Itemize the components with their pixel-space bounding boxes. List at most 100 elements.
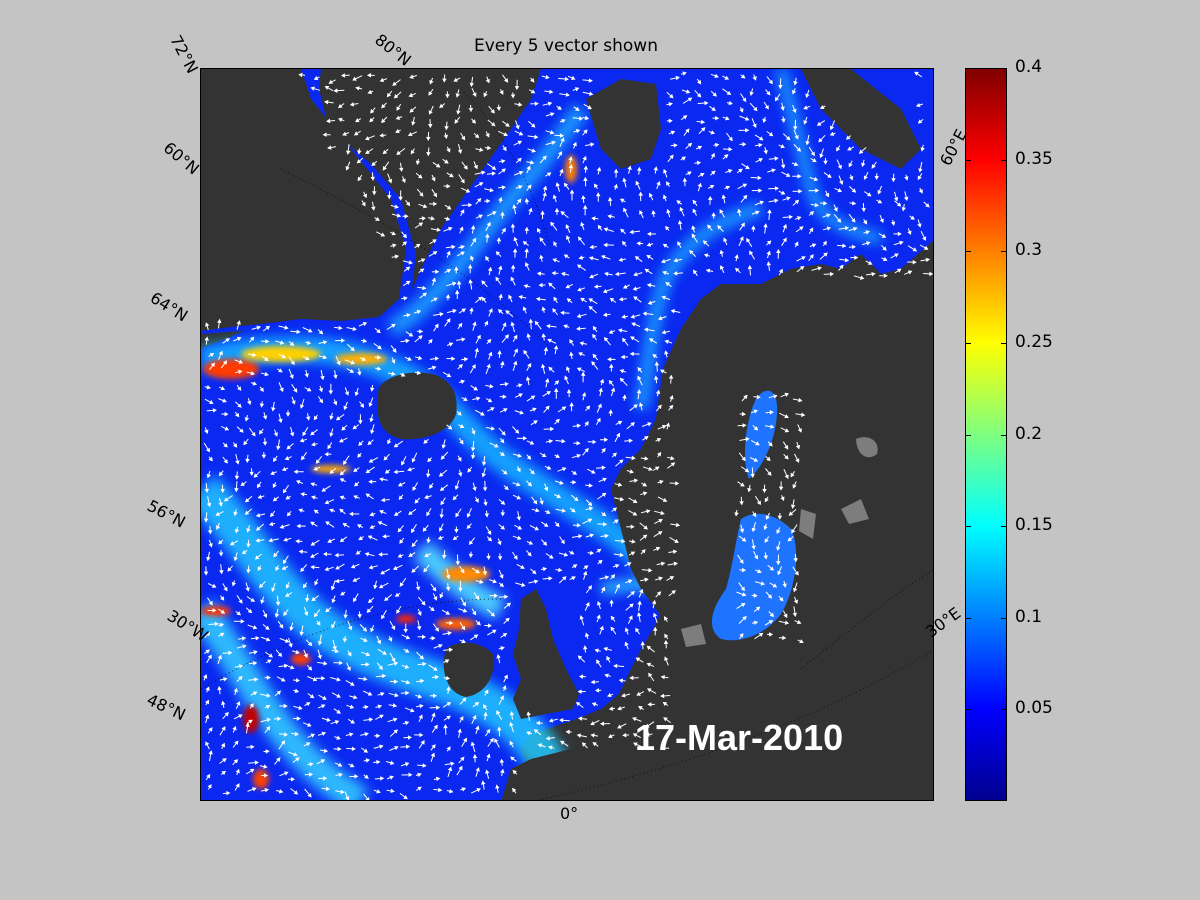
vector-arrowhead [592, 333, 597, 339]
colorbar-tick-mark [1001, 159, 1006, 161]
vector-arrowhead [866, 241, 871, 246]
vector-arrowhead [305, 742, 311, 747]
vector-arrowhead [655, 389, 661, 395]
vector-arrowhead [636, 241, 641, 246]
vector-arrowhead [741, 456, 746, 462]
vector-arrowhead [266, 675, 271, 680]
vector-arrowhead [393, 661, 399, 666]
vector-arrowhead [365, 662, 370, 667]
vector-arrowhead [338, 117, 343, 123]
vector-arrowhead [337, 746, 342, 752]
vector-arrowhead [602, 288, 608, 294]
vector-arrowhead [474, 595, 480, 600]
vector-arrowhead [631, 322, 636, 327]
vector-arrowhead [528, 318, 534, 323]
vector-arrowhead [285, 584, 290, 589]
vector-arrowhead [604, 575, 610, 580]
vector-arrowhead [368, 717, 374, 722]
vector-arrowhead [531, 148, 536, 153]
vector-arrowhead [458, 472, 463, 477]
vector-arrowhead [209, 399, 214, 404]
vector-arrowhead [922, 236, 927, 241]
vector-arrowhead [206, 773, 211, 779]
vector-arrowhead [440, 500, 445, 506]
vector-arrowhead [263, 764, 268, 769]
vector-arrowhead [407, 356, 412, 361]
vector-arrowhead [211, 583, 217, 588]
vector-arrowhead [604, 271, 609, 277]
vector-arrowhead [479, 147, 484, 152]
vector-arrowhead [448, 789, 454, 794]
vector-arrowhead [461, 135, 466, 141]
vector-arrowhead [907, 230, 912, 236]
vector-arrowhead [215, 511, 220, 516]
vector-arrowhead [219, 632, 225, 637]
vector-arrowhead [592, 353, 597, 359]
vector-arrowhead [364, 774, 369, 779]
vector-arrowhead [447, 425, 453, 430]
vector-arrowhead [353, 495, 358, 500]
vector-arrowhead [691, 225, 696, 230]
vector-arrowhead [264, 371, 269, 377]
vector-arrowhead [593, 183, 599, 188]
vector-arrowhead [483, 501, 488, 507]
vector-arrowhead [273, 432, 278, 437]
vector-arrowhead [280, 677, 286, 682]
vector-arrowhead [839, 264, 844, 270]
vector-arrowhead [396, 106, 401, 111]
vector-arrowhead [470, 455, 476, 460]
vector-arrowhead [755, 210, 760, 215]
vector-arrowhead [457, 411, 462, 416]
vector-arrowhead [250, 597, 256, 602]
vector-arrowhead [793, 599, 799, 605]
vector-arrowhead [274, 613, 280, 618]
vector-arrowhead [288, 643, 293, 648]
vector-arrowhead [485, 132, 490, 138]
vector-arrowhead [474, 498, 479, 503]
vector-arrowhead [445, 216, 451, 221]
vector-arrowhead [739, 559, 744, 564]
vector-arrowhead [858, 149, 864, 155]
vector-arrowhead [495, 276, 500, 282]
vector-arrowhead [280, 740, 286, 745]
vector-arrowhead [721, 194, 727, 199]
vector-arrowhead [428, 338, 433, 344]
vector-arrowhead [715, 115, 720, 121]
vector-arrowhead [541, 333, 547, 338]
vector-arrowhead [792, 484, 797, 489]
vector-arrowhead [676, 200, 681, 205]
vector-arrowhead [530, 470, 535, 475]
vector-arrowhead [489, 187, 495, 193]
vector-arrowhead [340, 591, 345, 596]
vector-arrowhead [475, 767, 480, 772]
vector-arrowhead [776, 561, 781, 566]
vector-arrowhead [682, 71, 687, 76]
vector-arrowhead [599, 625, 604, 631]
vector-arrowhead [607, 214, 612, 219]
vector-arrowhead [588, 305, 594, 311]
vector-arrowhead [753, 620, 759, 625]
vector-arrowhead [333, 88, 338, 93]
vector-arrowhead [439, 486, 445, 492]
vector-arrowhead [629, 229, 634, 235]
vector-arrowhead [265, 339, 270, 344]
vector-arrowhead [565, 729, 570, 735]
vector-arrowhead [585, 601, 590, 607]
vector-arrowhead [387, 178, 393, 184]
vector-arrowhead [338, 325, 343, 331]
vector-arrowhead [307, 792, 312, 798]
vector-arrowhead [460, 245, 465, 250]
vector-arrowhead [295, 649, 300, 655]
vector-arrowhead [275, 566, 280, 572]
vector-arrowhead [348, 625, 353, 631]
vector-arrowhead [633, 404, 638, 409]
vector-arrowhead [495, 784, 500, 789]
vector-arrowhead [522, 306, 527, 311]
vector-arrowhead [793, 81, 798, 86]
vector-arrowhead [298, 508, 303, 513]
vector-arrowhead [342, 523, 348, 528]
vector-arrowhead [219, 570, 224, 575]
vector-arrowhead [355, 118, 360, 123]
vector-arrowhead [668, 374, 674, 379]
vector-arrowhead [253, 650, 258, 655]
